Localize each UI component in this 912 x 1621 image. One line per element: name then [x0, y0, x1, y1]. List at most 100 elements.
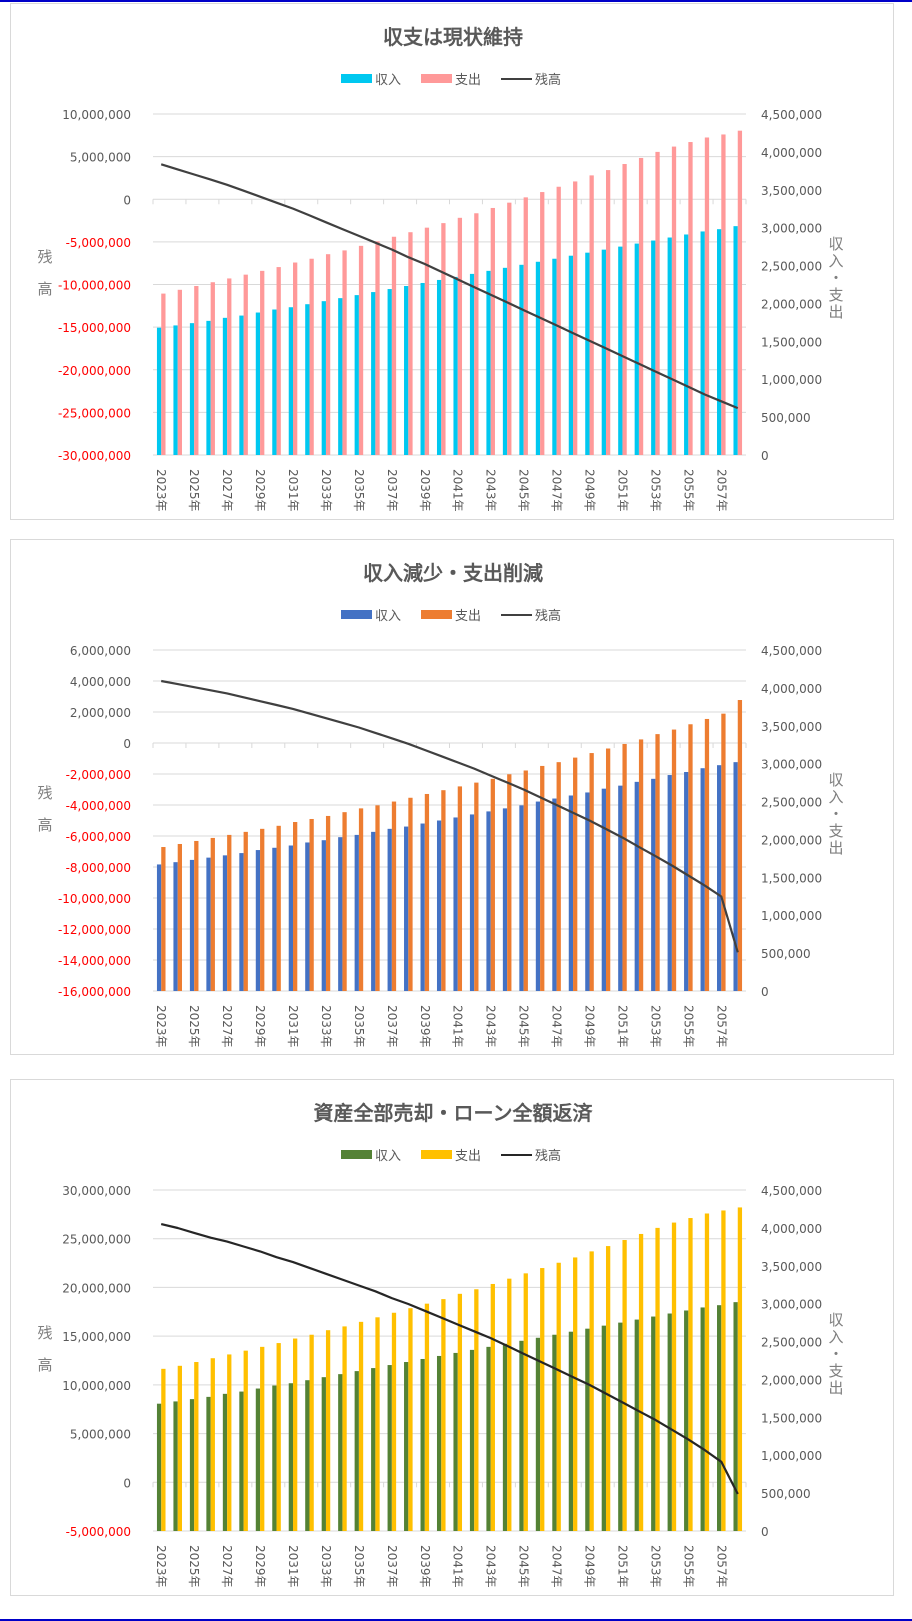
bar-expense — [589, 753, 594, 991]
bar-expense — [391, 1312, 397, 1531]
y-left-tick-label: -6,000,000 — [66, 830, 131, 844]
bar-expense — [457, 786, 463, 991]
bar-income — [684, 772, 689, 991]
bar-expense — [638, 157, 644, 455]
y-right-tick-label: 4,000,000 — [761, 1222, 822, 1236]
bar-expense — [276, 825, 281, 991]
y-left-axis-title-text: 残高 — [37, 248, 52, 298]
legend-label-expense: 支出 — [455, 73, 481, 88]
bar-income — [618, 1322, 623, 1531]
x-tick-label: 2027年 — [220, 1545, 234, 1588]
bar-income — [469, 814, 475, 991]
x-tick-label: 2051年 — [615, 1005, 629, 1048]
x-tick-label: 2029年 — [253, 1545, 267, 1588]
y-left-axis-title-text: 残高 — [37, 1324, 52, 1374]
bar-income — [634, 781, 639, 991]
bar-expense — [688, 142, 693, 455]
bar-expense — [556, 1262, 561, 1531]
bar-expense — [325, 815, 331, 991]
bar-income — [568, 255, 574, 455]
bar-expense — [688, 1218, 693, 1531]
bar-expense — [605, 1246, 611, 1531]
y-left-tick-label: 15,000,000 — [62, 1330, 131, 1344]
legend-swatch-income — [341, 74, 372, 83]
bar-expense — [671, 729, 677, 991]
bar-expense — [408, 1308, 413, 1531]
bar-income — [222, 317, 228, 455]
y-right-tick-label: 3,500,000 — [761, 1260, 822, 1274]
bar-expense — [342, 250, 347, 455]
y-left-tick-label: 5,000,000 — [70, 1428, 131, 1442]
y-right-axis-title: 収入・支出 — [828, 1311, 843, 1397]
bar-expense — [161, 847, 166, 991]
bar-expense — [424, 1303, 430, 1531]
x-tick-label: 2049年 — [583, 1545, 597, 1588]
bar-expense — [605, 170, 611, 455]
bar-income — [585, 1328, 590, 1531]
bar-income — [272, 309, 277, 455]
bar-income — [288, 1383, 294, 1531]
x-tick-label: 2027年 — [220, 1005, 234, 1048]
bar-income — [272, 847, 277, 991]
bar-income — [173, 325, 178, 455]
y-left-tick-label: 25,000,000 — [62, 1233, 131, 1247]
y-left-tick-label: -10,000,000 — [58, 279, 131, 293]
bar-income — [338, 298, 343, 455]
x-tick-label: 2039年 — [418, 1545, 432, 1588]
bar-income — [420, 823, 425, 991]
bar-income — [486, 270, 491, 455]
legend-swatch-expense — [421, 74, 452, 83]
bar-expense — [194, 286, 199, 455]
y-left-tick-label: -10,000,000 — [58, 892, 131, 906]
bar-expense — [655, 734, 660, 991]
legend-label-income: 収入 — [375, 609, 401, 624]
y-right-tick-label: 2,000,000 — [761, 833, 822, 847]
bar-expense — [704, 137, 710, 456]
bar-income — [733, 1302, 738, 1531]
legend: 収入 支出 残高 — [341, 1148, 561, 1164]
bar-income — [700, 231, 705, 455]
y-left-tick-label: 0 — [123, 193, 131, 207]
bar-income — [222, 1393, 228, 1531]
bar-income — [255, 312, 261, 455]
bar-expense — [391, 236, 397, 455]
bar-expense — [375, 1317, 380, 1531]
bar-income — [156, 327, 162, 455]
x-tick-label: 2037年 — [385, 469, 399, 512]
x-tick-label: 2039年 — [418, 469, 432, 512]
y-right-tick-label: 4,500,000 — [761, 644, 822, 658]
legend-swatch-expense — [421, 1150, 452, 1159]
legend: 収入 支出 残高 — [341, 608, 561, 624]
bar-income — [519, 805, 524, 991]
y-right-tick-label: 3,500,000 — [761, 720, 822, 734]
bar-income — [189, 859, 195, 991]
bar-income — [354, 834, 359, 991]
bar-income — [700, 768, 705, 991]
bar-expense — [177, 843, 182, 991]
bar-expense — [474, 213, 479, 455]
x-tick-label: 2047年 — [550, 1005, 564, 1048]
bar-expense — [507, 1278, 512, 1531]
bar-income — [634, 1319, 639, 1531]
x-tick-label: 2053年 — [648, 1005, 662, 1048]
bar-income — [601, 249, 606, 455]
x-tick-label: 2051年 — [615, 469, 629, 512]
bar-expense — [507, 202, 512, 455]
bar-expense — [523, 197, 528, 455]
bar-income — [420, 282, 425, 455]
bar-income — [288, 845, 294, 991]
x-tick-label: 2023年 — [154, 469, 168, 512]
bar-income — [502, 808, 508, 991]
y-right-tick-label: 0 — [761, 1525, 769, 1539]
bar-income — [552, 1334, 557, 1531]
bottom-border-line — [0, 1619, 912, 1621]
bar-income — [404, 826, 409, 991]
y-right-tick-label: 3,000,000 — [761, 1298, 822, 1312]
bar-expense — [293, 822, 298, 991]
bar-income — [338, 837, 343, 991]
bar-expense — [391, 801, 397, 991]
bar-income — [634, 243, 639, 455]
y-left-tick-label: -4,000,000 — [66, 799, 131, 813]
y-right-tick-label: 3,000,000 — [761, 222, 822, 236]
y-right-tick-label: 500,000 — [761, 411, 811, 425]
